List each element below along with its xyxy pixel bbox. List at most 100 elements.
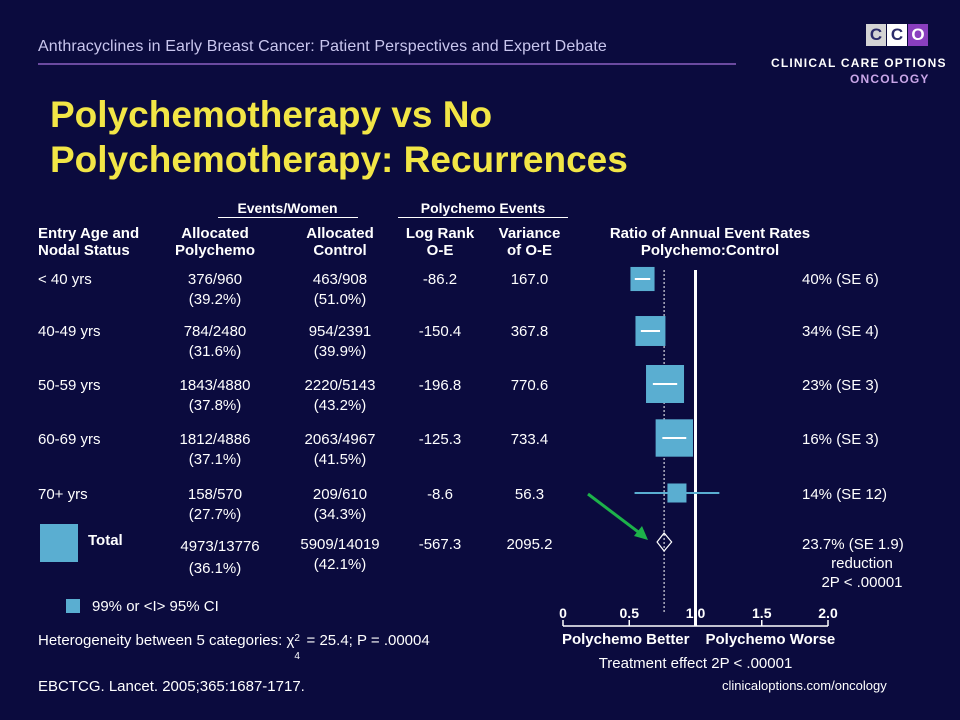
allocated-control-pct: (51.0%) — [313, 291, 367, 308]
heterogeneity-superscript: 2 — [294, 633, 300, 644]
total-log-rank-oe: -567.3 — [418, 536, 462, 553]
row-label: 60-69 yrs — [38, 431, 101, 448]
reduction-value: 23% (SE 3) — [802, 377, 879, 394]
log-rank-oe: -196.8 — [418, 377, 462, 394]
col-header-entry-age-l1: Entry Age and — [38, 225, 140, 242]
col-header-allocated-control: Allocated Control — [290, 225, 390, 259]
x-tick-label: 1.0 — [686, 605, 706, 621]
row-label: 40-49 yrs — [38, 323, 101, 340]
total-control-pct: (42.1%) — [313, 556, 367, 573]
allocated-control-count: 2220/5143 — [304, 377, 376, 394]
total-polychemo-count: 4973/13776 — [180, 538, 260, 555]
x-tick-label: 1.5 — [752, 605, 772, 621]
total-control-count: 5909/14019 — [300, 536, 380, 553]
total-variance-oe: 2095.2 — [506, 536, 553, 553]
total-square-marker — [40, 524, 78, 562]
allocated-polychemo-pct: (27.7%) — [188, 506, 242, 523]
reduction-value: 34% (SE 4) — [802, 323, 879, 340]
log-rank-oe: -125.3 — [418, 431, 462, 448]
allocated-polychemo-count: 158/570 — [187, 486, 243, 503]
citation: EBCTCG. Lancet. 2005;365:1687-1717. — [38, 678, 305, 695]
title-line-2: Polychemotherapy: Recurrences — [50, 139, 628, 180]
reduction-value: 40% (SE 6) — [802, 271, 879, 288]
variance-oe: 167.0 — [510, 271, 549, 288]
col-header-variance: Variance of O-E — [487, 225, 572, 259]
x-tick-label: 2.0 — [818, 605, 838, 621]
col-header-entry-age: Entry Age and Nodal Status — [38, 225, 139, 259]
row-label: 50-59 yrs — [38, 377, 101, 394]
ci-legend-swatch — [66, 599, 80, 613]
total-diamond-marker — [656, 532, 673, 552]
x-label-polychemo-worse: Polychemo Worse — [706, 631, 836, 648]
allocated-control-count: 2063/4967 — [304, 431, 376, 448]
log-rank-oe: -8.6 — [427, 486, 453, 503]
logo-box-c2: C — [887, 24, 907, 46]
total-label: Total — [88, 532, 123, 549]
total-polychemo-pct: (36.1%) — [188, 560, 242, 577]
variance-oe: 770.6 — [510, 377, 549, 394]
log-rank-oe: -86.2 — [422, 271, 458, 288]
group-underline-polychemo — [398, 217, 568, 218]
logo-text-oncology: ONCOLOGY — [850, 72, 930, 86]
col-header-ratio-l1: Ratio of Annual Event Rates — [609, 225, 811, 242]
logo-text-clinical-care-options: CLINICAL CARE OPTIONS — [771, 56, 947, 70]
presentation-subtitle: Anthracyclines in Early Breast Cancer: P… — [38, 38, 607, 55]
allocated-control-count: 209/610 — [312, 486, 368, 503]
col-header-entry-age-l2: Nodal Status — [38, 242, 130, 259]
allocated-polychemo-pct: (31.6%) — [188, 343, 242, 360]
logo-box-c1: C — [866, 24, 886, 46]
allocated-control-pct: (39.9%) — [313, 343, 367, 360]
total-reduction-word: reduction — [831, 555, 893, 572]
col-header-variance-l2: of O-E — [507, 242, 552, 259]
heterogeneity-prefix: Heterogeneity between 5 categories: χ — [38, 632, 295, 649]
allocated-polychemo-count: 1843/4880 — [179, 377, 251, 394]
col-header-alloc-ctrl-l2: Control — [313, 242, 367, 259]
total-p-value: 2P < .00001 — [821, 574, 903, 591]
allocated-control-pct: (34.3%) — [313, 506, 367, 523]
variance-oe: 367.8 — [510, 323, 549, 340]
logo-box-o: O — [908, 24, 928, 46]
allocated-control-pct: (43.2%) — [313, 397, 367, 414]
col-header-ratio-l2: Polychemo:Control — [640, 242, 780, 259]
col-header-log-rank-l1: Log Rank — [405, 225, 475, 242]
reduction-value: 16% (SE 3) — [802, 431, 879, 448]
heterogeneity-subscript: 4 — [294, 651, 300, 662]
heterogeneity-suffix: = 25.4; P = .00004 — [302, 632, 430, 649]
treatment-effect-label: Treatment effect 2P < .00001 — [599, 655, 793, 672]
total-reduction-value: 23.7% (SE 1.9) — [802, 536, 904, 553]
allocated-polychemo-count: 784/2480 — [183, 323, 247, 340]
website-link[interactable]: clinicaloptions.com/oncology — [722, 678, 887, 693]
pointer-arrow-shaft — [587, 492, 642, 536]
allocated-control-count: 954/2391 — [308, 323, 372, 340]
col-header-alloc-ctrl-l1: Allocated — [306, 225, 374, 242]
col-header-variance-l1: Variance — [498, 225, 561, 242]
allocated-polychemo-pct: (37.1%) — [188, 451, 242, 468]
reduction-value: 14% (SE 12) — [802, 486, 888, 503]
col-header-alloc-poly-l1: Allocated — [181, 225, 249, 242]
group-underline-events — [218, 217, 358, 218]
col-header-alloc-poly-l2: Polychemo — [174, 242, 256, 259]
row-label: 70+ yrs — [38, 486, 88, 503]
ci-legend-label: 99% or <I> 95% CI — [92, 598, 219, 615]
cco-logo-mark: C C O — [866, 24, 928, 48]
col-header-log-rank: Log Rank O-E — [400, 225, 480, 259]
row-label: < 40 yrs — [38, 271, 92, 288]
allocated-polychemo-count: 1812/4886 — [179, 431, 251, 448]
allocated-control-pct: (41.5%) — [313, 451, 367, 468]
col-header-log-rank-l2: O-E — [426, 242, 454, 259]
group-header-polychemo-events: Polychemo Events — [420, 200, 546, 216]
allocated-polychemo-count: 376/960 — [187, 271, 243, 288]
slide-title: Polychemotherapy vs No Polychemotherapy:… — [50, 92, 628, 182]
x-tick-label: 0 — [559, 605, 567, 621]
title-line-1: Polychemotherapy vs No — [50, 94, 493, 135]
pointer-arrow-head — [634, 526, 648, 540]
col-header-ratio: Ratio of Annual Event Rates Polychemo:Co… — [575, 225, 845, 259]
variance-oe: 56.3 — [514, 486, 545, 503]
variance-oe: 733.4 — [510, 431, 549, 448]
allocated-control-count: 463/908 — [312, 271, 368, 288]
header-rule — [38, 63, 736, 65]
x-tick-label: 0.5 — [620, 605, 640, 621]
col-header-allocated-polychemo: Allocated Polychemo — [165, 225, 265, 259]
